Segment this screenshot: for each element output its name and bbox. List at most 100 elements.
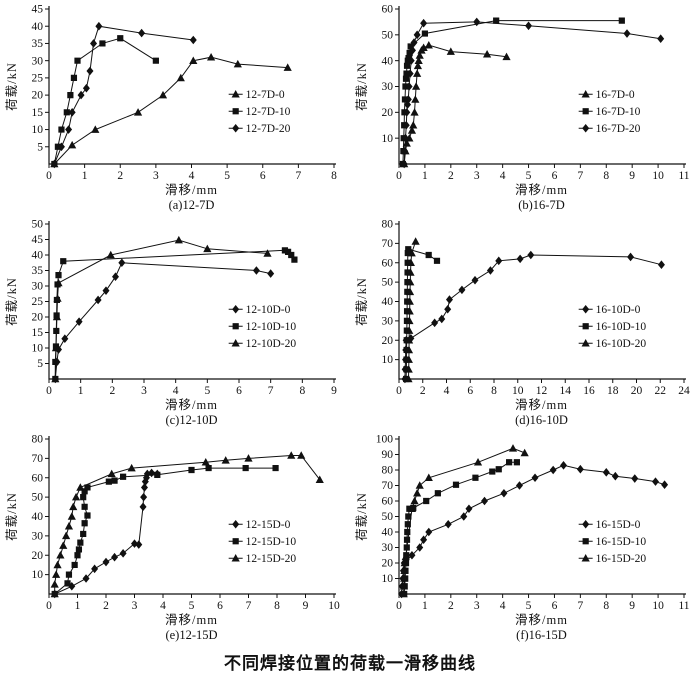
svg-text:7: 7 [577,600,583,612]
legend: 16-7D-0 16-7D-10 16-7D-20 [578,89,641,135]
legend-label: 12-7D-10 [246,106,291,118]
legend: 12-7D-0 12-7D-10 12-7D-20 [228,89,291,135]
series-16-7D-20 [400,17,665,169]
svg-text:40: 40 [32,21,44,33]
legend-label: 12-15D-20 [246,553,297,565]
svg-text:0: 0 [396,600,402,612]
svg-text:1: 1 [75,600,81,612]
svg-text:7: 7 [268,385,274,397]
svg-text:22: 22 [655,385,667,397]
svg-text:10: 10 [32,343,44,355]
figure-caption: 不同焊接位置的荷载一滑移曲线 [224,654,476,673]
subplot-caption: (f)16-15D [516,628,567,642]
chart-c-12-10D: 5 10 15 20 25 30 35 40 45 50 0 1 2 3 4 5 6 7 8 9 滑移/mm 荷载/kN(… [0,215,350,430]
svg-text:70: 70 [382,480,394,492]
svg-text:15: 15 [32,107,44,119]
series-12-7D-20 [50,21,197,169]
svg-text:16: 16 [583,385,595,397]
chart-d-16-10D: 10 20 30 40 50 60 70 80 0 2 4 6 8 10 12 14 16 18 20 22 24 滑移/… [350,215,700,430]
legend-label: 16-15D-0 [596,519,641,531]
svg-text:70: 70 [382,238,394,250]
svg-text:8: 8 [491,385,497,397]
svg-text:90: 90 [382,449,394,461]
svg-text:11: 11 [678,600,689,612]
legend-label: 12-7D-20 [246,123,291,135]
svg-text:2: 2 [448,600,454,612]
axes: 10 20 30 40 50 60 0 1 2 3 4 5 6 7 8 9 10 11 [382,4,690,182]
subplot-caption: (b)16-7D [518,198,565,212]
svg-text:10: 10 [32,124,44,136]
svg-text:0: 0 [396,385,402,397]
svg-text:18: 18 [607,385,619,397]
svg-text:0: 0 [396,170,402,182]
legend-label: 16-10D-20 [596,338,647,350]
svg-text:35: 35 [32,38,44,50]
chart-b-16-7D: 10 20 30 40 50 60 0 1 2 3 4 5 6 7 8 9 10 11 滑移/mm 荷载/kN (b)1… [350,0,700,215]
svg-text:6: 6 [236,385,242,397]
legend: 16-15D-0 16-15D-10 16-15D-20 [578,519,647,565]
svg-text:5: 5 [37,141,43,153]
svg-text:20: 20 [32,90,44,102]
series-12-7D-10 [51,35,159,168]
y-axis-label: 荷载/kN [5,277,19,326]
svg-text:45: 45 [32,4,44,16]
svg-text:40: 40 [382,55,394,67]
chart-f-svg: 10 20 30 40 50 60 70 80 90 100 0 1 2 3 4 5 6 7 8 9 10 11 滑移/mm… [355,434,690,642]
series-16-10D-20 [404,237,420,383]
svg-text:60: 60 [382,4,394,16]
svg-text:30: 30 [32,530,44,542]
legend-label: 12-10D-20 [246,338,297,350]
chart-b-svg: 10 20 30 40 50 60 0 1 2 3 4 5 6 7 8 9 10 11 滑移/mm 荷载/kN (b)1… [355,4,690,212]
svg-text:8: 8 [603,170,609,182]
svg-text:0: 0 [46,385,52,397]
svg-text:80: 80 [32,434,44,446]
svg-text:7: 7 [296,170,302,182]
svg-text:10: 10 [512,385,524,397]
svg-text:8: 8 [274,600,280,612]
svg-text:8: 8 [331,170,337,182]
svg-text:2: 2 [420,385,426,397]
svg-text:0: 0 [46,170,52,182]
chart-a-12-7D: 5 10 15 20 25 30 35 40 45 0 1 2 3 4 5 6 7 8 滑移/mm 荷载/kN (a)1… [0,0,350,215]
series-16-7D-10 [399,17,625,168]
svg-text:5: 5 [37,358,43,370]
series-16-10D-0 [401,250,665,384]
svg-text:1: 1 [82,170,88,182]
svg-text:6: 6 [467,385,473,397]
svg-text:1: 1 [78,385,84,397]
svg-text:4: 4 [444,385,450,397]
legend-label: 16-10D-0 [596,304,641,316]
series-16-15D-20 [399,444,529,598]
svg-text:5: 5 [189,600,195,612]
svg-text:5: 5 [224,170,230,182]
svg-text:6: 6 [260,170,266,182]
x-axis-label: 滑移/mm [515,183,568,197]
svg-text:45: 45 [32,234,44,246]
svg-text:20: 20 [382,335,394,347]
svg-text:4: 4 [160,600,166,612]
svg-text:10: 10 [652,600,664,612]
chart-f-16-15D: 10 20 30 40 50 60 70 80 90 100 0 1 2 3 4 5 6 7 8 9 10 11 滑移/mm… [350,430,700,645]
svg-text:4: 4 [173,385,179,397]
svg-text:8: 8 [299,385,305,397]
svg-text:6: 6 [552,170,558,182]
subplot-caption: (d)16-10D [515,413,568,427]
legend-label: 16-15D-10 [596,536,647,548]
svg-text:80: 80 [382,465,394,477]
svg-text:5: 5 [526,170,532,182]
x-axis-label: 滑移/mm [515,613,568,627]
legend: 16-10D-0 16-10D-10 16-10D-20 [578,304,647,350]
svg-text:40: 40 [382,296,394,308]
svg-text:1: 1 [422,600,428,612]
svg-text:40: 40 [32,511,44,523]
svg-text:100: 100 [376,434,394,446]
svg-text:9: 9 [331,385,337,397]
svg-text:40: 40 [382,527,394,539]
series-12-10D-0 [51,258,275,384]
svg-text:60: 60 [32,472,44,484]
svg-text:7: 7 [577,170,583,182]
